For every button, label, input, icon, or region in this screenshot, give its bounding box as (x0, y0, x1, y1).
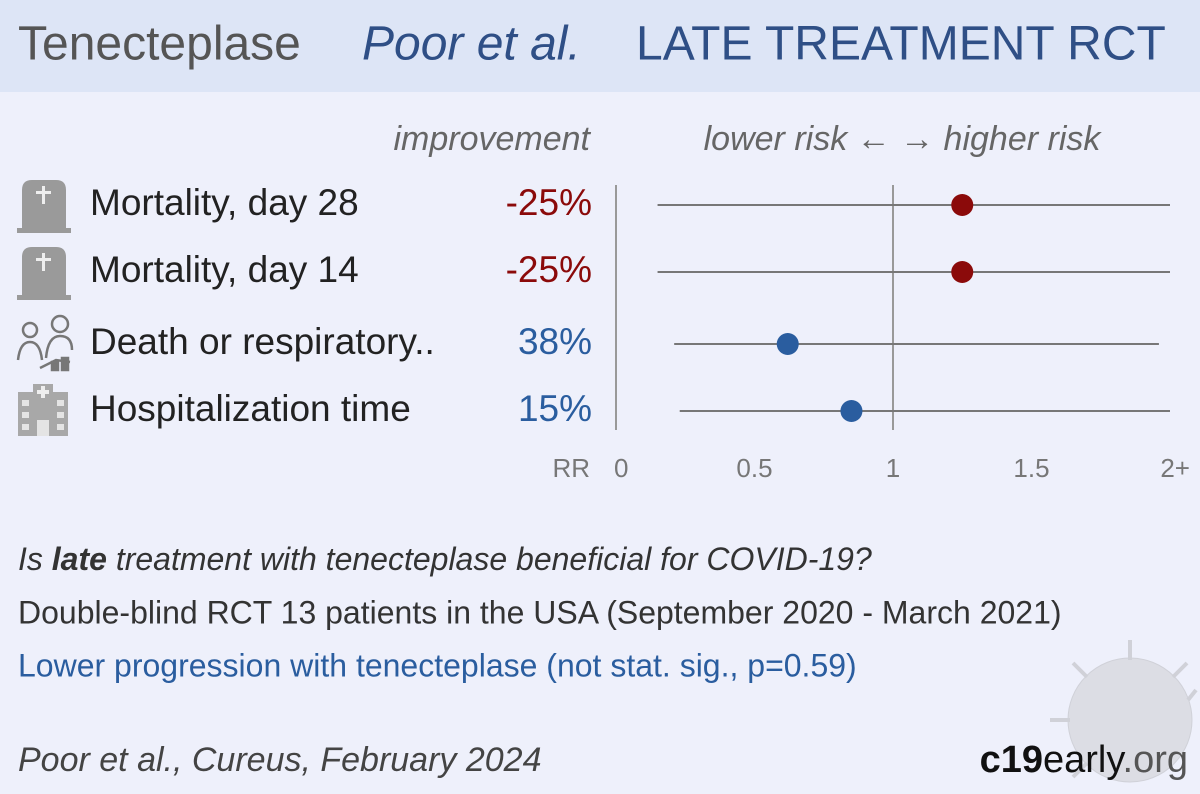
icon-hospital (18, 384, 68, 436)
x-tick-label: 0.5 (736, 453, 772, 483)
x-tick-label: 2+ (1160, 453, 1190, 483)
improvement: 38% (518, 321, 592, 362)
design: Double-blind RCT 13 patients in the USA … (18, 594, 1062, 630)
x-tick-label: 1 (886, 453, 900, 483)
logo-a: c19 (980, 739, 1043, 781)
header-band (0, 0, 1200, 92)
improvement: 15% (518, 388, 592, 429)
kind: LATE TREATMENT RCT (636, 18, 1166, 71)
logo-b: early (1043, 739, 1125, 781)
improvement: -25% (506, 249, 592, 290)
icon-tombstone (17, 180, 71, 233)
icon-tombstone (17, 247, 71, 300)
point-estimate (776, 333, 799, 355)
logo: c19early.org (980, 739, 1188, 781)
outcome-name: Mortality, day 14 (90, 249, 359, 290)
improvement: -25% (506, 182, 592, 223)
citation: Poor et al., Cureus, February 2024 (18, 741, 542, 779)
x-tick-label: 1.5 (1013, 453, 1049, 483)
drug: Tenecteplase (18, 18, 301, 71)
x-tick-label: 0 (614, 453, 628, 483)
outcome-name: Death or respiratory.. (90, 321, 435, 362)
outcome-name: Hospitalization time (90, 388, 411, 429)
point-estimate (951, 194, 974, 216)
question: Is late treatment with tenecteplase bene… (18, 541, 872, 577)
logo-c: .org (1123, 739, 1188, 781)
study: Poor et al. (362, 18, 581, 71)
icon-people (16, 314, 74, 372)
axis-label: RR (552, 453, 590, 483)
direction-label: lower risk ← → higher risk (704, 120, 1103, 158)
outcome-name: Mortality, day 28 (90, 182, 359, 223)
improvement-label: improvement (393, 120, 591, 158)
question-pre: Is (18, 541, 52, 577)
question-bold: late (52, 541, 107, 577)
question-post: treatment with tenecteplase beneficial f… (107, 541, 872, 577)
virus-decoration (1050, 640, 1198, 783)
point-estimate (951, 261, 974, 283)
point-estimate (840, 400, 863, 422)
result: Lower progression with tenecteplase (not… (18, 647, 857, 683)
